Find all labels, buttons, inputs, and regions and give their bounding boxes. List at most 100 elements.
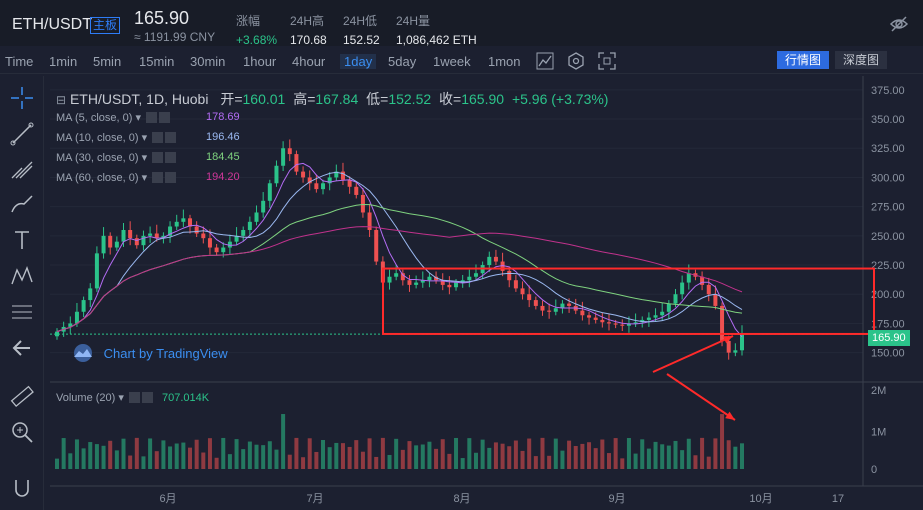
- candle-body: [680, 282, 685, 295]
- candle-body: [334, 171, 339, 178]
- candle-body: [214, 247, 219, 253]
- candle-body: [400, 273, 405, 281]
- volume-bar: [321, 439, 326, 469]
- volume-bar: [168, 446, 173, 469]
- tf-1min[interactable]: 1min: [49, 54, 78, 69]
- volume-bar: [660, 444, 665, 469]
- time-axis-label: 7月: [306, 493, 323, 505]
- volume-bar: [480, 439, 485, 469]
- volume-bar: [487, 447, 492, 469]
- volume-bar: [666, 445, 671, 469]
- highlight-box: [382, 267, 875, 335]
- candle-body: [141, 235, 146, 246]
- volume-bar: [500, 443, 505, 469]
- tf-30min[interactable]: 30min: [190, 54, 226, 69]
- tf-1week[interactable]: 1week: [433, 54, 471, 69]
- ma10-line: [56, 171, 743, 333]
- candle-body: [81, 300, 86, 312]
- price-axis-label: 300.00: [871, 172, 905, 184]
- hide-eye-icon[interactable]: [889, 14, 909, 34]
- volume-bar: [121, 438, 126, 469]
- tf-5day[interactable]: 5day: [388, 54, 417, 69]
- candle-body: [194, 226, 199, 234]
- ma60-legend[interactable]: MA (60, close, 0) ▾ 194.20: [56, 171, 240, 184]
- candle-body: [201, 233, 206, 239]
- candle-body: [128, 230, 133, 239]
- tf-time[interactable]: Time: [5, 54, 34, 69]
- tf-1hour[interactable]: 1hour: [243, 54, 277, 69]
- price-chart[interactable]: 375.00 350.00 325.00 300.00 275.00 250.00 225.…: [45, 76, 923, 510]
- depth-view-button[interactable]: 深度图: [835, 51, 888, 69]
- volume-bar: [460, 458, 465, 469]
- volume-bar: [553, 438, 558, 469]
- magnet-icon[interactable]: [8, 474, 36, 502]
- volume-bar: [340, 443, 345, 469]
- candle-body: [360, 194, 365, 213]
- price-axis-label: 375.00: [871, 85, 905, 97]
- tf-1mon[interactable]: 1mon: [488, 54, 521, 69]
- crosshair-icon[interactable]: [8, 84, 36, 112]
- pitchfork-icon[interactable]: [8, 154, 36, 182]
- brush-icon[interactable]: [8, 190, 36, 218]
- volume-bar: [394, 438, 399, 469]
- volume-bar: [513, 440, 518, 469]
- volume-bar: [101, 445, 106, 469]
- candle-body: [281, 148, 286, 166]
- tf-4hour[interactable]: 4hour: [292, 54, 326, 69]
- candle-body: [540, 305, 545, 311]
- volume-bar: [207, 438, 212, 469]
- tf-5min[interactable]: 5min: [93, 54, 122, 69]
- kline-view-button[interactable]: 行情图: [777, 51, 830, 69]
- candle-body: [673, 294, 678, 304]
- arrow-to-volume: [666, 373, 736, 421]
- ma5-legend[interactable]: MA (5, close, 0) ▾ 178.69: [56, 111, 240, 124]
- time-axis-label: 10月: [749, 493, 772, 505]
- volume-bar: [154, 451, 159, 469]
- ma5-line: [56, 162, 743, 338]
- candle-body: [74, 311, 79, 324]
- candle-body: [121, 230, 126, 242]
- candle-body: [94, 253, 99, 289]
- tf-15min[interactable]: 15min: [139, 54, 175, 69]
- zoom-icon[interactable]: [8, 418, 36, 446]
- ma30-legend[interactable]: MA (30, close, 0) ▾ 184.45: [56, 151, 240, 164]
- candle-body: [487, 256, 492, 266]
- text-tool-icon[interactable]: [8, 226, 36, 254]
- candle-body: [134, 238, 139, 246]
- tf-1day[interactable]: 1day: [340, 54, 377, 69]
- volume-bar: [327, 447, 332, 469]
- volume-bar: [380, 437, 385, 469]
- volume-legend[interactable]: Volume (20) ▾ 707.014K: [56, 392, 210, 404]
- volume-bar: [547, 455, 552, 469]
- arrow-to-volume-head: [725, 411, 735, 420]
- fullscreen-icon[interactable]: [598, 52, 616, 70]
- candle-body: [427, 276, 432, 281]
- candle-body: [460, 280, 465, 283]
- pair-name[interactable]: ETH/USDT: [12, 16, 92, 33]
- volume-bar: [354, 440, 359, 469]
- chart-type-icon[interactable]: [536, 52, 554, 70]
- candle-body: [740, 334, 744, 351]
- ma10-legend[interactable]: MA (10, close, 0) ▾ 196.46: [56, 131, 240, 144]
- volume-bar: [347, 446, 352, 469]
- volume-bar: [646, 448, 651, 469]
- candle-body: [108, 235, 113, 248]
- trend-line-icon[interactable]: [8, 120, 36, 148]
- candle-body: [633, 322, 638, 324]
- volume-bar: [567, 440, 572, 469]
- candle-body: [493, 256, 498, 262]
- candle-body: [394, 273, 399, 277]
- back-arrow-icon[interactable]: [8, 334, 36, 362]
- candle-body: [241, 230, 246, 236]
- measure-icon[interactable]: [8, 298, 36, 326]
- settings-icon[interactable]: [567, 52, 585, 70]
- ruler-icon[interactable]: [8, 382, 36, 410]
- volume-bar: [493, 442, 498, 469]
- pattern-icon[interactable]: [8, 262, 36, 290]
- volume-bar: [626, 438, 631, 469]
- candle-body: [660, 311, 665, 316]
- volume-bar: [108, 440, 113, 469]
- volume-bar: [700, 437, 705, 469]
- candle-body: [327, 177, 332, 184]
- tradingview-watermark[interactable]: Chart by TradingView: [66, 344, 228, 362]
